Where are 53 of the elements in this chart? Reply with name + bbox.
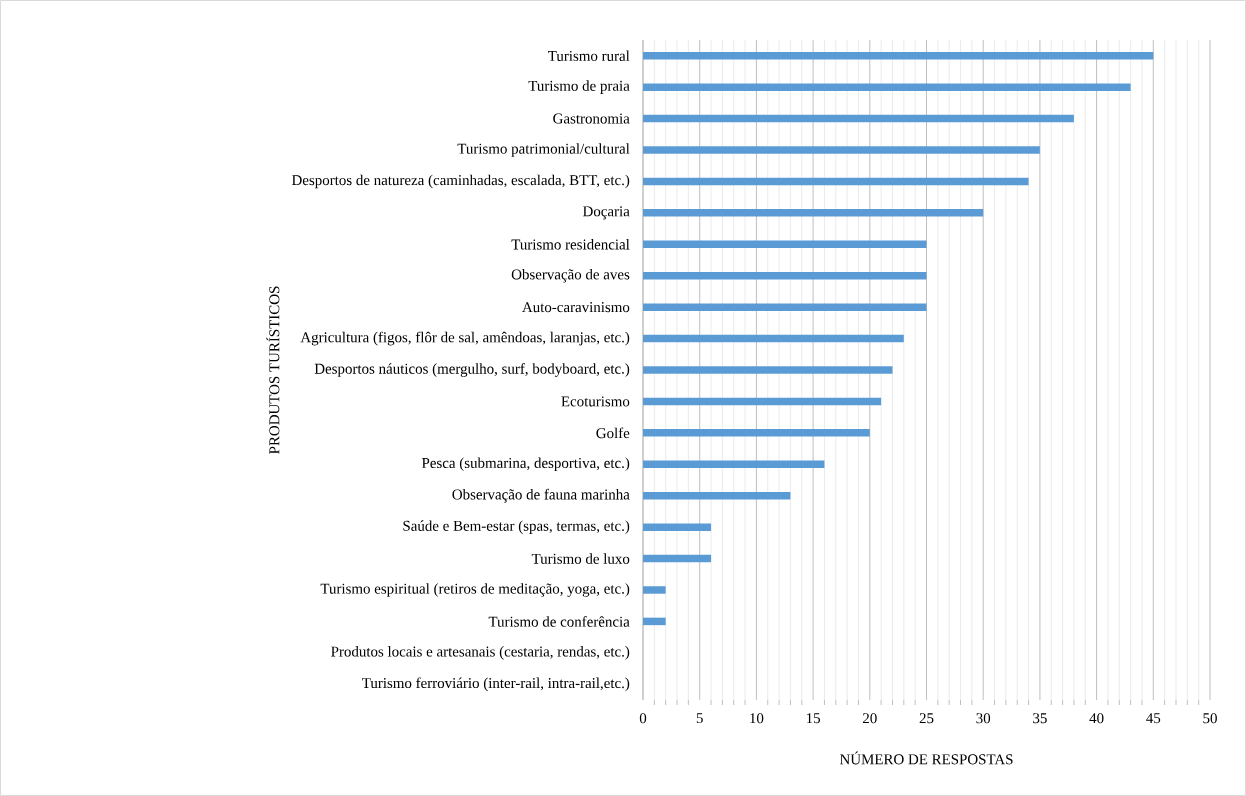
y-tick-label: Pesca (submarina, desportiva, etc.) [421,457,630,472]
y-tick-label: Observação de aves [511,268,630,283]
bar [643,617,666,626]
bar [643,303,927,311]
y-tick-label: Gastronomia [553,113,630,124]
bar [643,586,666,594]
x-tick-label: 35 [1033,713,1047,724]
y-tick-label: Observação de fauna marinha [452,488,630,503]
bar [643,146,1040,154]
x-tick-label: 50 [1203,713,1217,724]
y-tick-label: Turismo residencial [511,239,630,250]
y-tick-label: Golfe [596,427,630,439]
bar [643,271,927,280]
bar [643,209,984,217]
y-tick-label: Saúde e Bem-estar (spas, termas, etc.) [403,520,630,534]
x-tick-label: 40 [1089,713,1104,724]
y-tick-label: Turismo de luxo [531,553,630,564]
bar [643,366,893,374]
bar [643,397,882,406]
y-tick-label: Auto-caravinismo [522,302,630,313]
y-tick-label: Turismo patrimonial/cultural [457,143,630,157]
x-tick-label: 25 [919,713,934,724]
x-tick-label: 0 [639,713,647,724]
x-tick-label: 30 [976,713,991,724]
bar [643,177,1029,186]
bar [643,114,1074,123]
y-tick-label: Turismo ferroviário (inter-rail, intra-rail,etc.) [362,677,630,692]
y-tick-label: Turismo de conferência [488,616,630,627]
y-tick-label: Turismo espiritual (retiros de meditação, yoga, etc.) [320,583,630,597]
x-tick-label: 15 [806,713,820,724]
y-tick-label: Agricultura (figos, flôr de sal, amêndoas, laranjas, etc.) [300,331,630,346]
x-tick-label: 10 [750,713,764,724]
x-tick-label: 5 [696,713,703,724]
bar [643,554,712,563]
y-tick-label: Produtos locais e artesanais (cestaria, rendas, etc.) [331,646,630,660]
bar [643,429,870,437]
y-tick-label: Turismo rural [548,50,630,61]
bar [643,460,825,469]
x-axis-title: NÚMERO DE RESPOSTAS [839,751,1013,765]
y-axis-title: PRODUTOS TURÍSTICOS [266,286,280,454]
y-tick-label: Turismo de praia [528,80,630,94]
bar [643,491,791,500]
bar [643,240,927,249]
y-tick-label: Desportos náuticos (mergulho, surf, bodyboard, etc.) [314,363,630,377]
y-tick-label: Desportos de natureza (caminhadas, escalada, BTT, etc.) [291,174,630,189]
y-tick-label: Ecoturismo [561,396,630,407]
x-tick-label: 20 [862,713,877,724]
bar [643,334,904,343]
bar [643,523,712,531]
bar [643,83,1131,91]
y-tick-label: Doçaria [582,206,630,220]
x-tick-label: 45 [1146,713,1161,724]
bar [643,51,1154,60]
